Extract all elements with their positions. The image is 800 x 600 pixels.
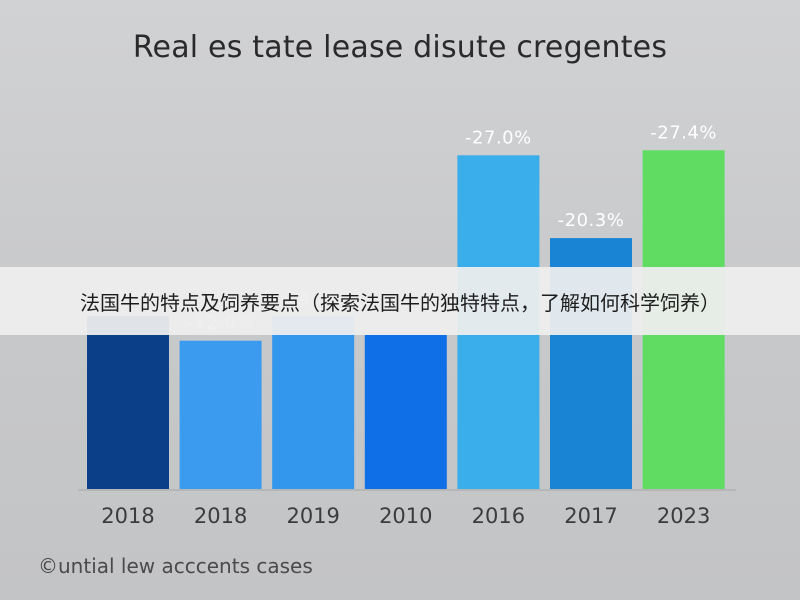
- overlay-caption: 法国牛的特点及饲养要点（探索法国牛的独特特点，了解如何科学饲养）: [80, 290, 720, 315]
- data-label-5: -27.0%: [465, 127, 532, 148]
- x-tick-label-1: 2018: [101, 504, 154, 528]
- bar-1: [87, 316, 169, 489]
- data-label-6: -20.3%: [558, 210, 625, 231]
- bar-4: [364, 335, 447, 489]
- x-tick-label-5: 2016: [472, 504, 525, 528]
- bar-2: [179, 340, 262, 489]
- data-label-7: -27.4%: [650, 122, 717, 143]
- chart-title: Real es tate lease disute cregentes: [132, 30, 668, 65]
- x-tick-label-7: 2023: [657, 504, 710, 528]
- source-note: ©untial lew acccents cases: [38, 554, 313, 578]
- x-tick-label-4: 2010: [379, 504, 432, 528]
- bar-3: [272, 316, 355, 489]
- x-tick-label-2: 2018: [194, 504, 247, 528]
- x-tick-label-6: 2017: [564, 504, 617, 528]
- x-tick-label-3: 2019: [286, 504, 339, 528]
- overlay-banner: 法国牛的特点及饲养要点（探索法国牛的独特特点，了解如何科学饲养）: [0, 267, 800, 335]
